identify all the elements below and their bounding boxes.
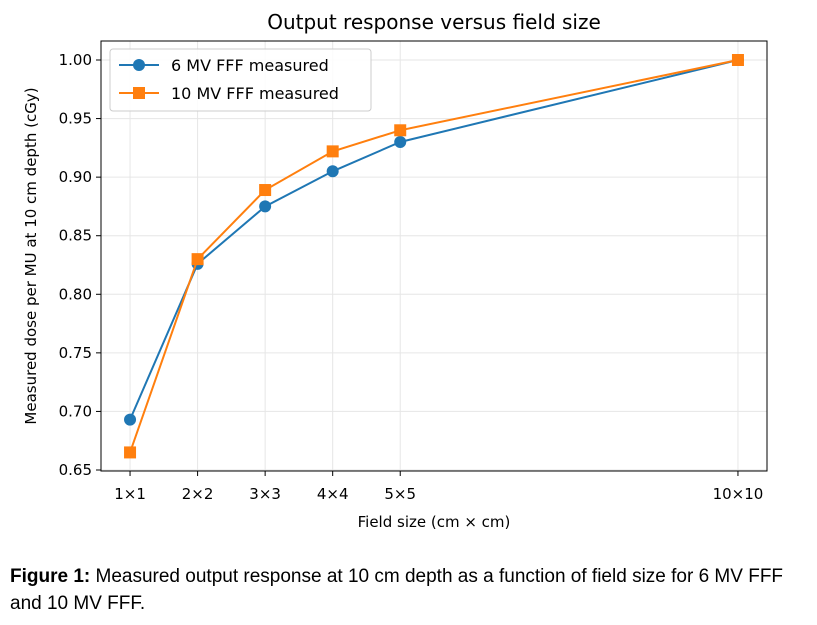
x-tick-label: 1×1 bbox=[114, 485, 146, 503]
y-tick-label: 0.90 bbox=[59, 168, 92, 186]
caption-label: Figure 1: bbox=[10, 566, 91, 587]
x-tick-label: 10×10 bbox=[713, 485, 764, 503]
grid-lines bbox=[101, 41, 767, 471]
x-axis-label: Field size (cm × cm) bbox=[358, 513, 511, 531]
data-point bbox=[326, 165, 339, 178]
legend-label-10mv: 10 MV FFF measured bbox=[171, 84, 339, 103]
data-point bbox=[124, 446, 137, 459]
legend-box bbox=[109, 48, 372, 112]
data-point bbox=[259, 184, 272, 197]
legend-marker-6mv bbox=[133, 59, 145, 71]
x-axis: 1×1 2×2 3×3 4×4 5×5 10×10 bbox=[114, 471, 763, 503]
plot-frame bbox=[100, 40, 768, 472]
y-tick-label: 0.95 bbox=[59, 110, 92, 128]
x-tick-label: 4×4 bbox=[317, 485, 349, 503]
y-tick-label: 1.00 bbox=[59, 51, 92, 69]
y-tick-label: 0.65 bbox=[59, 461, 92, 479]
data-point bbox=[394, 124, 407, 137]
data-point bbox=[191, 253, 204, 266]
y-axis-label: Measured dose per MU at 10 cm depth (cGy… bbox=[22, 87, 40, 424]
legend-label-6mv: 6 MV FFF measured bbox=[171, 56, 329, 75]
output-response-chart: 1×1 2×2 3×3 4×4 5×5 10×10 0.65 0.70 0.75 0.80 0.8… bbox=[22, 10, 768, 531]
data-point bbox=[394, 136, 407, 148]
x-tick-label: 2×2 bbox=[182, 485, 214, 503]
legend: 6 MV FFF measured 10 MV FFF measured bbox=[109, 48, 372, 112]
x-tick-label: 5×5 bbox=[384, 485, 416, 503]
series-group bbox=[124, 54, 744, 459]
chart-title: Output response versus field size bbox=[267, 10, 601, 34]
y-tick-label: 0.70 bbox=[59, 402, 92, 420]
series-line-1 bbox=[129, 59, 739, 453]
legend-marker-10mv bbox=[133, 87, 145, 99]
series-line-0 bbox=[129, 59, 739, 421]
y-axis: 0.65 0.70 0.75 0.80 0.85 0.90 0.95 1.00 bbox=[59, 51, 101, 479]
caption-text: Measured output response at 10 cm depth … bbox=[10, 566, 784, 614]
y-tick-label: 0.85 bbox=[59, 227, 92, 245]
figure-caption: Figure 1: Measured output response at 10… bbox=[10, 563, 810, 617]
y-tick-label: 0.80 bbox=[59, 285, 92, 303]
data-point bbox=[326, 145, 339, 158]
data-point bbox=[259, 200, 272, 213]
y-tick-label: 0.75 bbox=[59, 344, 92, 362]
x-tick-label: 3×3 bbox=[249, 485, 281, 503]
data-point bbox=[124, 413, 137, 426]
data-point bbox=[731, 54, 744, 66]
